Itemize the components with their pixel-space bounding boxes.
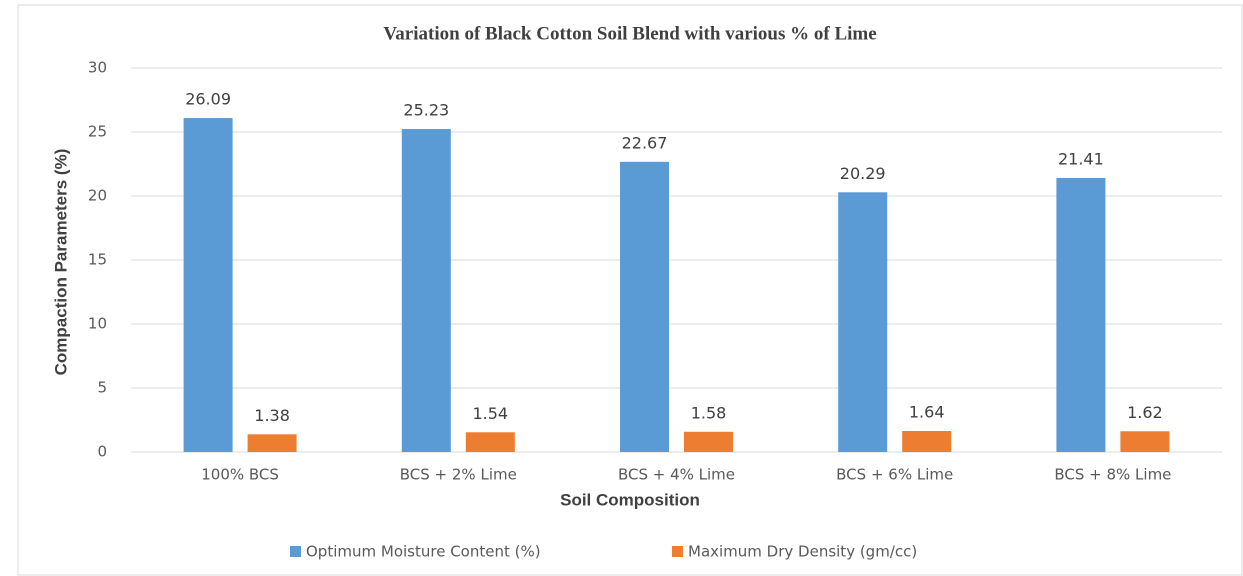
x-tick-label: BCS + 8% Lime xyxy=(1054,466,1171,484)
y-axis-title: Compaction Parameters (%) xyxy=(51,149,70,376)
data-label: 1.38 xyxy=(254,406,290,425)
x-tick-label: BCS + 6% Lime xyxy=(836,466,953,484)
data-label: 21.41 xyxy=(1058,149,1104,168)
data-label: 22.67 xyxy=(622,133,668,152)
bar xyxy=(247,434,297,452)
bar xyxy=(684,431,733,452)
x-tick-label: BCS + 2% Lime xyxy=(400,466,517,484)
data-label: 1.54 xyxy=(472,404,508,423)
y-tick-label: 30 xyxy=(88,59,107,77)
data-label: 1.62 xyxy=(1127,403,1163,422)
data-label: 26.09 xyxy=(185,90,231,109)
bar xyxy=(620,161,669,452)
x-tick-label: BCS + 4% Lime xyxy=(618,466,735,484)
y-tick-label: 15 xyxy=(88,251,107,269)
x-tick-label: 100% BCS xyxy=(201,466,279,484)
bar xyxy=(838,192,888,452)
legend-swatch xyxy=(290,546,301,557)
bar xyxy=(465,432,515,452)
bar xyxy=(183,118,233,452)
legend-label: Maximum Dry Density (gm/cc) xyxy=(688,543,917,561)
data-label: 25.23 xyxy=(403,101,449,120)
x-axis-title: Soil Composition xyxy=(560,490,700,509)
y-tick-label: 0 xyxy=(97,443,107,461)
y-tick-label: 25 xyxy=(88,123,107,141)
chart-title: Variation of Black Cotton Soil Blend wit… xyxy=(383,23,876,44)
bar xyxy=(1120,431,1170,452)
data-label: 1.64 xyxy=(909,403,945,422)
y-tick-label: 5 xyxy=(97,379,107,397)
y-tick-label: 10 xyxy=(88,315,107,333)
data-label: 20.29 xyxy=(840,164,886,183)
legend-label: Optimum Moisture Content (%) xyxy=(306,543,541,561)
y-tick-label: 20 xyxy=(88,187,107,205)
data-label: 1.58 xyxy=(691,403,727,422)
bar xyxy=(902,431,952,452)
bar xyxy=(401,129,451,452)
bar xyxy=(1056,177,1106,452)
legend-swatch xyxy=(672,546,683,557)
